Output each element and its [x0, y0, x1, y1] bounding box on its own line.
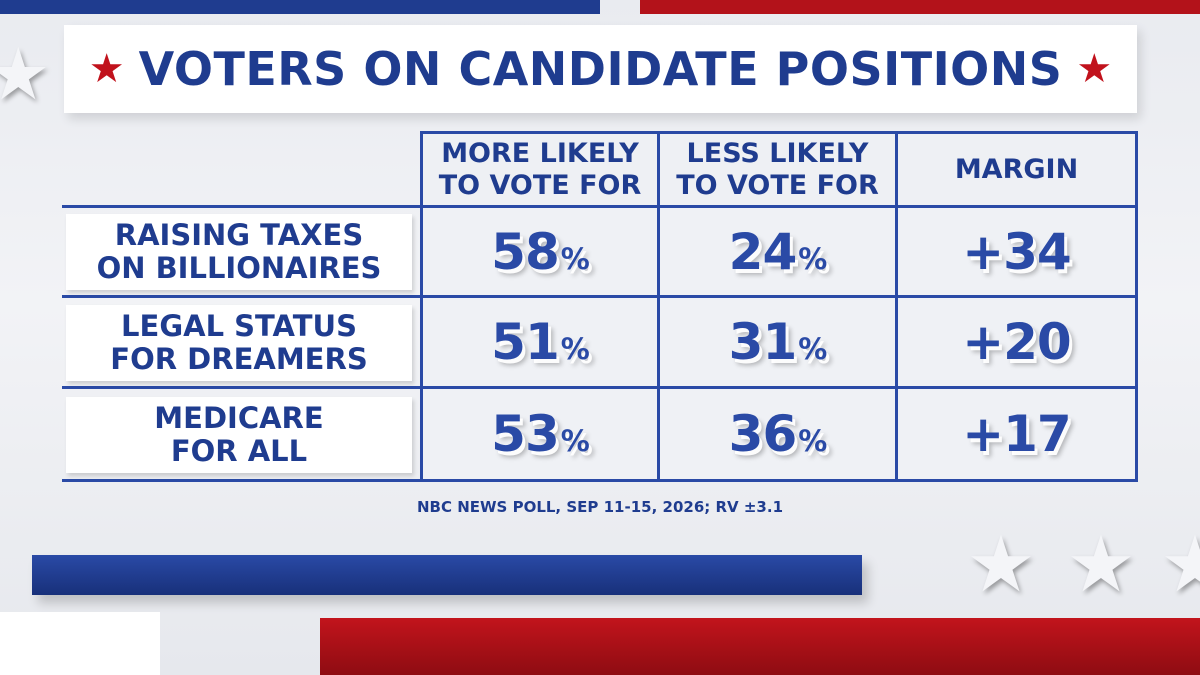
bottom-white-block [0, 612, 160, 675]
column-header-margin: MARGIN [895, 131, 1138, 208]
row-label: LEGAL STATUS FOR DREAMERS [110, 309, 368, 376]
bottom-blue-stripe [32, 555, 862, 595]
bottom-red-stripe [320, 618, 1200, 675]
cell-less-likely: 24% [657, 205, 898, 298]
results-table: MORE LIKELY TO VOTE FOR LESS LIKELY TO V… [62, 131, 1138, 483]
decorative-star-icon: ★ [0, 32, 51, 116]
value-less-likely: 24% [728, 222, 828, 281]
column-header-more-likely: MORE LIKELY TO VOTE FOR [420, 131, 660, 208]
cell-less-likely: 31% [657, 295, 898, 389]
title-banner: ★ VOTERS ON CANDIDATE POSITIONS ★ [64, 25, 1137, 113]
decorative-star-icon: ★ [966, 520, 1036, 610]
value-more-likely: 58% [491, 222, 590, 281]
top-blue-stripe [0, 0, 600, 14]
value-less-likely: 36% [728, 405, 828, 463]
cell-margin: +34 [895, 205, 1138, 298]
row-label: RAISING TAXES ON BILLIONAIRES [96, 218, 382, 285]
value-margin: +17 [962, 405, 1071, 463]
row-divider [62, 386, 422, 389]
cell-more-likely: 51% [420, 295, 660, 389]
source-note: NBC NEWS POLL, SEP 11-15, 2026; RV ±3.1 [416, 498, 784, 516]
row-divider [62, 205, 422, 208]
row-label: MEDICARE FOR ALL [154, 401, 324, 468]
cell-margin: +17 [895, 386, 1138, 482]
chart-title: VOTERS ON CANDIDATE POSITIONS [138, 42, 1063, 96]
value-more-likely: 53% [491, 405, 590, 463]
value-margin: +34 [962, 222, 1071, 281]
cell-margin: +20 [895, 295, 1138, 389]
value-margin: +20 [962, 313, 1071, 371]
row-divider [62, 295, 422, 298]
row-divider [62, 479, 422, 482]
row-label-cell: MEDICARE FOR ALL [66, 397, 412, 473]
red-star-icon: ★ [1076, 46, 1113, 92]
cell-more-likely: 53% [420, 386, 660, 482]
row-label-cell: RAISING TAXES ON BILLIONAIRES [66, 214, 412, 290]
value-more-likely: 51% [491, 313, 590, 371]
value-less-likely: 31% [728, 313, 828, 371]
decorative-star-icon: ★ [1160, 520, 1200, 610]
cell-more-likely: 58% [420, 205, 660, 298]
row-label-cell: LEGAL STATUS FOR DREAMERS [66, 305, 412, 381]
top-red-stripe [640, 0, 1200, 14]
cell-less-likely: 36% [657, 386, 898, 482]
column-header-less-likely: LESS LIKELY TO VOTE FOR [657, 131, 898, 208]
decorative-star-icon: ★ [1066, 520, 1136, 610]
red-star-icon: ★ [88, 46, 125, 92]
